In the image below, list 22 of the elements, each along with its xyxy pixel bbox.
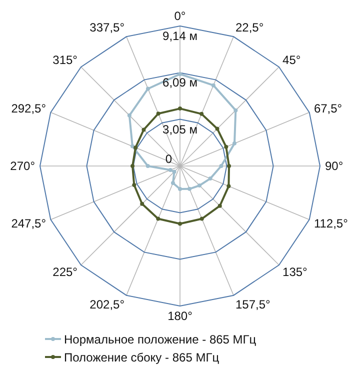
spoke-label: 337,5° xyxy=(90,20,125,34)
legend-label: Нормальное положение - 865 МГц xyxy=(64,332,256,346)
spoke-label: 202,5° xyxy=(90,298,125,312)
spoke-label: 90° xyxy=(325,159,344,173)
spoke-label: 292,5° xyxy=(11,102,46,116)
spoke-label: 0° xyxy=(174,9,186,23)
spoke-label: 22,5° xyxy=(235,20,264,34)
spoke-label: 67,5° xyxy=(314,102,342,116)
spoke-label: 135° xyxy=(282,265,308,280)
y-tick-label: 3,05 м xyxy=(162,122,198,136)
y-tick-label: 9,14 м xyxy=(162,29,198,43)
legend-label: Положение сбоку - 865 МГц xyxy=(64,350,220,364)
y-tick-label: 0 xyxy=(165,152,172,166)
spoke-label: 315° xyxy=(52,52,78,67)
spoke-label: 180° xyxy=(168,309,193,323)
spoke-label: 270° xyxy=(10,159,36,173)
spoke-label: 157,5° xyxy=(235,298,271,312)
y-tick-label: 6,09 м xyxy=(162,76,198,90)
spoke-label: 225° xyxy=(52,265,78,280)
spoke-label: 45° xyxy=(282,52,301,67)
spoke-label: 112,5° xyxy=(314,216,348,230)
spoke-label: 247,5° xyxy=(11,216,46,230)
